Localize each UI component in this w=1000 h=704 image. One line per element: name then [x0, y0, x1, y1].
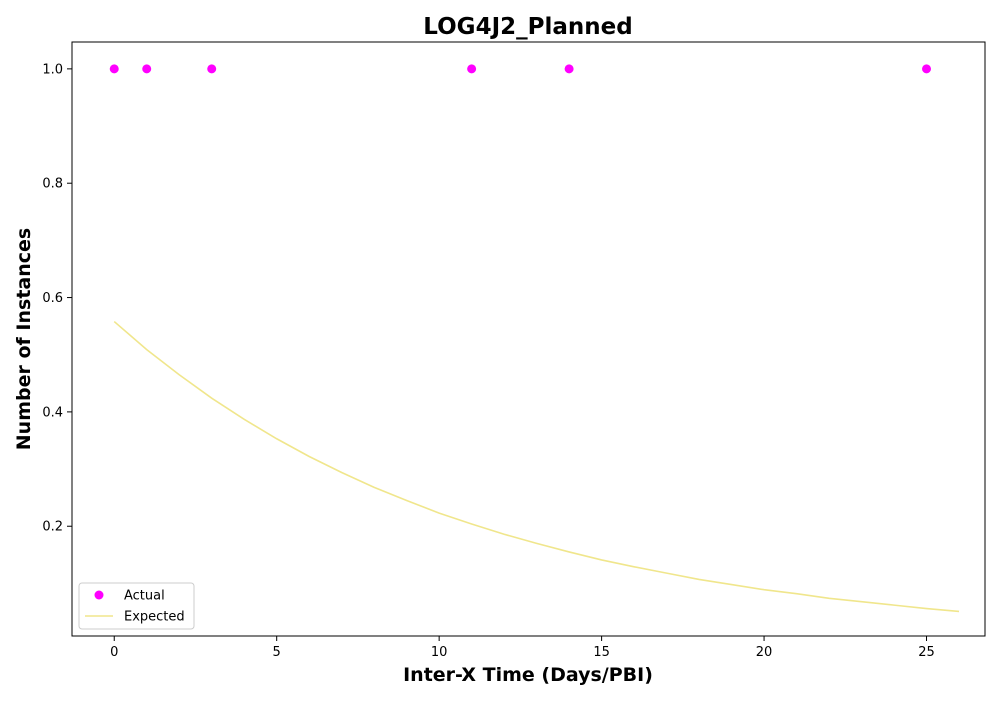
- y-tick-label: 0.4: [42, 405, 63, 420]
- y-tick-label: 0.8: [42, 177, 63, 192]
- chart-title: LOG4J2_Planned: [423, 14, 632, 40]
- actual-data-point: [467, 64, 477, 74]
- expected-series-line: [113, 320, 960, 613]
- legend-box: [78, 582, 195, 630]
- y-tick-label: 0.2: [42, 520, 63, 535]
- x-tick-label: 0: [110, 645, 118, 660]
- actual-data-point: [207, 64, 217, 74]
- plot-area: 0 5 10 15 20 25 0.2 0.4 0.6 0.8 1.0: [42, 41, 986, 660]
- legend-actual-marker: [94, 590, 104, 600]
- actual-data-point: [142, 64, 152, 74]
- x-tick-label: 5: [273, 645, 281, 660]
- actual-data-point: [922, 64, 932, 74]
- actual-data-point: [564, 64, 574, 74]
- axes-frame: [71, 41, 986, 637]
- legend: Actual Expected: [78, 582, 195, 630]
- legend-label-actual: Actual: [124, 589, 165, 604]
- x-tick-label: 10: [431, 645, 448, 660]
- y-axis-label: Number of Instances: [13, 228, 35, 450]
- actual-data-point: [109, 64, 119, 74]
- x-tick-label: 25: [918, 645, 935, 660]
- y-tick-label: 1.0: [42, 62, 63, 77]
- legend-label-expected: Expected: [124, 610, 185, 625]
- x-tick-label: 20: [756, 645, 773, 660]
- x-tick-label: 15: [593, 645, 610, 660]
- y-tick-label: 0.6: [42, 291, 63, 306]
- x-axis-label: Inter-X Time (Days/PBI): [403, 664, 653, 686]
